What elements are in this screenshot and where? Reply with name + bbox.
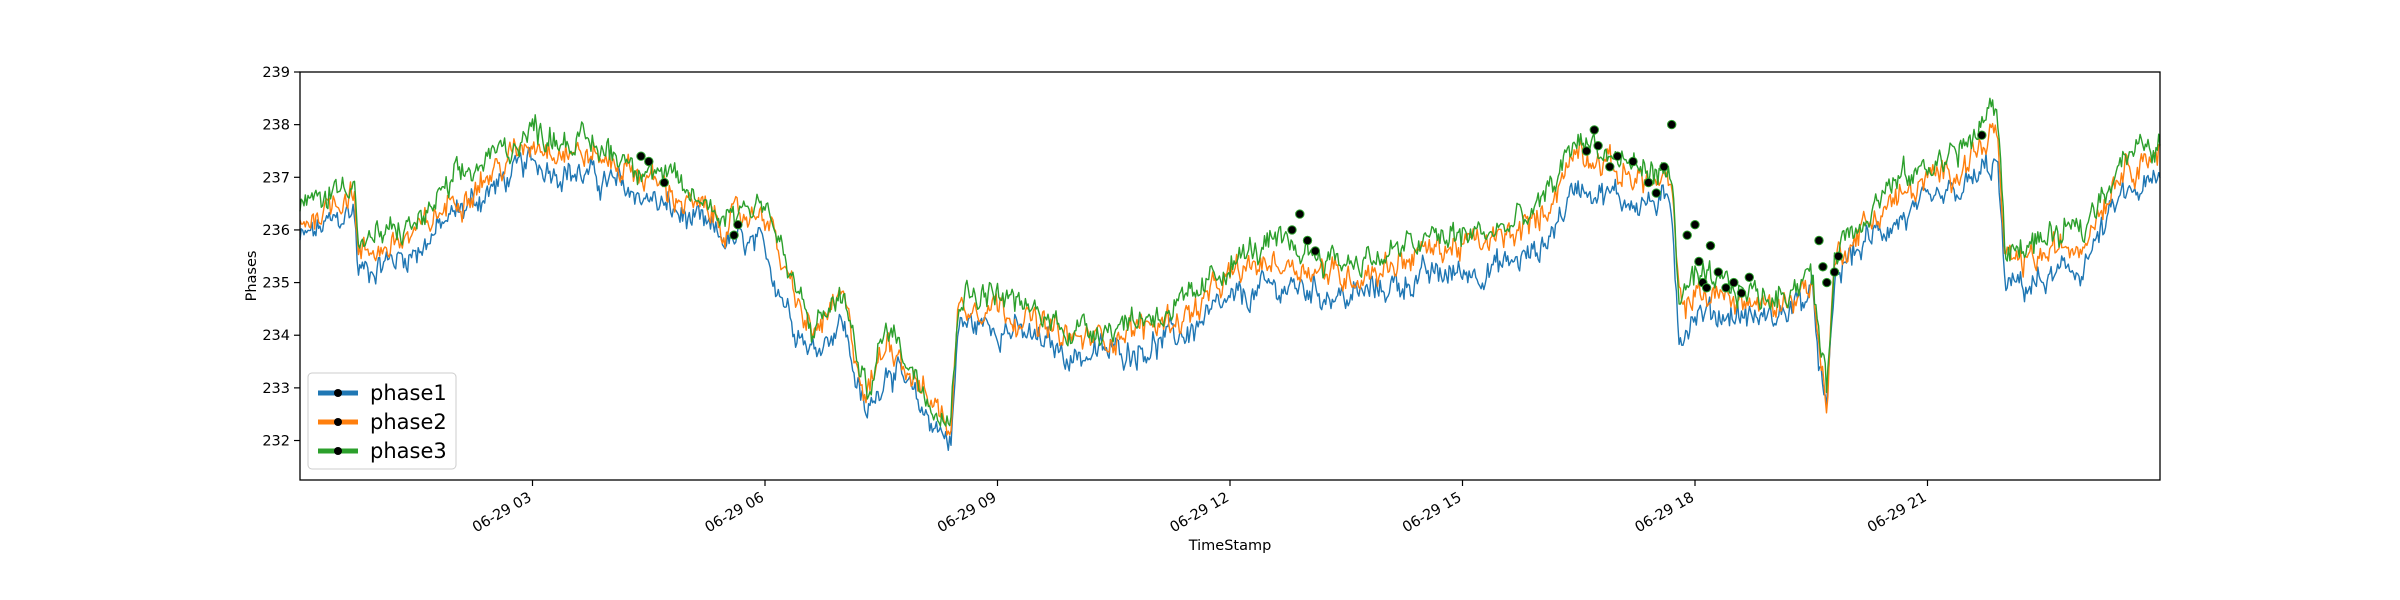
anomaly-marker (1701, 283, 1712, 293)
anomaly-marker (1628, 156, 1638, 167)
anomaly-marker (659, 177, 669, 188)
y-tick-label: 239 (262, 65, 290, 81)
series-line-phase3 (299, 97, 2161, 427)
anomaly-marker (1643, 177, 1654, 188)
x-tick-label: 06-29 06 (703, 490, 767, 536)
anomaly-markers (636, 119, 1987, 298)
x-tick-label: 06-29 03 (470, 490, 534, 536)
plot-series (299, 97, 2161, 451)
anomaly-marker (1651, 188, 1662, 198)
anomaly-marker (1744, 272, 1755, 282)
anomaly-marker (1589, 125, 1600, 135)
anomaly-marker (1694, 256, 1704, 267)
x-tick-label: 06-29 18 (1633, 490, 1697, 536)
legend-label-phase3: phase3 (370, 439, 447, 463)
anomaly-marker (636, 151, 646, 161)
anomaly-marker (1729, 277, 1739, 288)
anomaly-marker (1690, 220, 1700, 230)
anomaly-marker (1295, 209, 1305, 219)
anomaly-marker (1833, 251, 1844, 261)
y-tick-label: 232 (262, 434, 290, 450)
x-axis: 06-29 03 06-29 06 06-29 09 06-29 12 06-29 15… (470, 480, 1930, 536)
legend-marker-phase1 (334, 389, 342, 397)
y-tick-label: 233 (262, 381, 290, 397)
y-axis: 232 233 234 235 236 237 238 239 (262, 65, 300, 450)
x-tick-label: 06-29 15 (1400, 490, 1464, 536)
legend-label-phase1: phase1 (370, 381, 447, 405)
anomaly-marker (1713, 267, 1724, 277)
anomaly-marker (1581, 146, 1592, 156)
x-tick-label: 06-29 12 (1168, 490, 1232, 536)
anomaly-marker (729, 230, 739, 240)
anomaly-marker (1822, 277, 1832, 288)
anomaly-marker (1310, 246, 1321, 256)
legend: phase1 phase2 phase3 (307, 372, 457, 470)
y-tick-label: 237 (262, 170, 290, 186)
anomaly-marker (733, 220, 743, 230)
anomaly-marker (1659, 162, 1669, 172)
anomaly-marker (1814, 235, 1824, 246)
y-tick-label: 235 (262, 276, 290, 292)
anomaly-marker (644, 156, 654, 167)
y-axis-title: Phases (244, 251, 260, 302)
legend-marker-phase3 (334, 447, 342, 455)
anomaly-marker (1667, 119, 1677, 130)
x-axis-title: TimeStamp (1188, 538, 1272, 554)
y-tick-label: 236 (262, 223, 290, 239)
legend-label-phase2: phase2 (370, 410, 447, 434)
anomaly-marker (1721, 283, 1731, 293)
anomaly-marker (1612, 151, 1623, 161)
anomaly-marker (1977, 130, 1987, 140)
anomaly-marker (1593, 141, 1603, 151)
anomaly-marker (1287, 225, 1297, 235)
series-line-phase2 (299, 122, 2161, 436)
anomaly-marker (1818, 262, 1828, 272)
legend-box (307, 372, 457, 470)
anomaly-marker (1682, 230, 1692, 240)
series-line-phase1 (299, 147, 2161, 451)
x-tick-label: 06-29 09 (935, 490, 999, 536)
x-tick-label: 06-29 21 (1865, 490, 1929, 536)
y-tick-label: 234 (262, 328, 290, 344)
anomaly-marker (1605, 162, 1615, 172)
anomaly-marker (1736, 288, 1747, 298)
anomaly-marker (1302, 235, 1313, 246)
anomaly-marker (1829, 267, 1840, 277)
legend-marker-phase2 (334, 418, 342, 426)
anomaly-marker (1705, 241, 1716, 251)
y-tick-label: 238 (262, 118, 290, 134)
